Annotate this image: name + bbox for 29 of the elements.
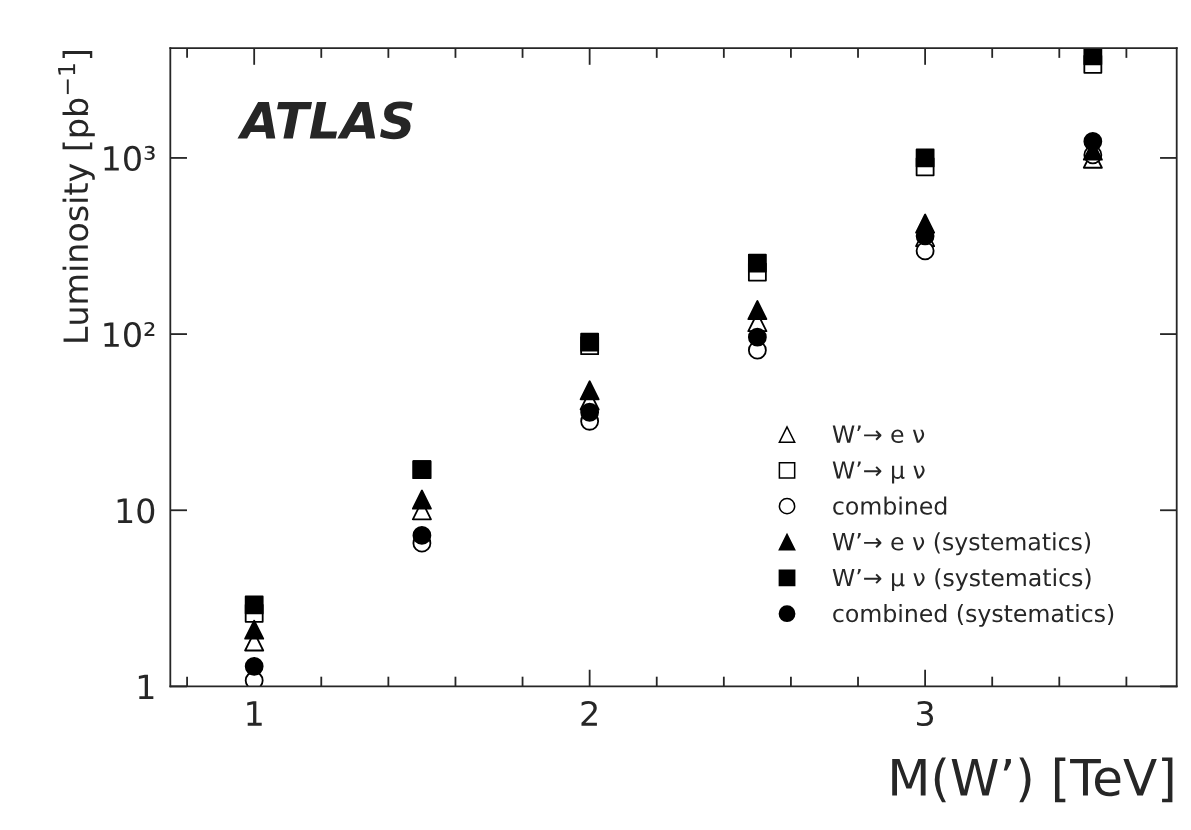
y-tick-label: 10² bbox=[104, 322, 155, 348]
legend-label: W’→ e ν bbox=[832, 425, 925, 444]
point bbox=[580, 402, 600, 422]
point bbox=[579, 380, 600, 401]
point bbox=[1083, 132, 1103, 151]
x-tick-label: 1 bbox=[247, 701, 262, 726]
y-tick-label: 10 bbox=[117, 498, 155, 524]
x-axis-title: M(W’) [TeV] bbox=[892, 757, 1173, 803]
point bbox=[915, 148, 935, 168]
point bbox=[244, 619, 265, 640]
legend-label: combined (systematics) bbox=[833, 604, 1114, 627]
legend-label: W’→ μ ν (systematics) bbox=[832, 568, 1091, 592]
point bbox=[411, 489, 432, 510]
x-tick-label: 3 bbox=[917, 700, 934, 727]
point bbox=[747, 327, 767, 347]
point bbox=[1083, 48, 1103, 66]
legend-label: W’→ e ν (systematics) bbox=[832, 532, 1091, 556]
point bbox=[244, 656, 264, 676]
y-axis-title: Luminosity [pb$^{−1}$] bbox=[58, 51, 95, 342]
point bbox=[747, 300, 768, 320]
annotation: ATLAS bbox=[237, 101, 413, 140]
point bbox=[747, 253, 767, 273]
y-tick-label: 1 bbox=[138, 674, 154, 700]
legend-label: W’→ μ ν bbox=[832, 461, 925, 484]
point bbox=[244, 595, 264, 615]
y-tick-label: 10³ bbox=[104, 145, 155, 172]
legend-label: combined bbox=[833, 496, 947, 515]
point bbox=[412, 525, 432, 545]
x-tick-label: 2 bbox=[581, 700, 597, 726]
